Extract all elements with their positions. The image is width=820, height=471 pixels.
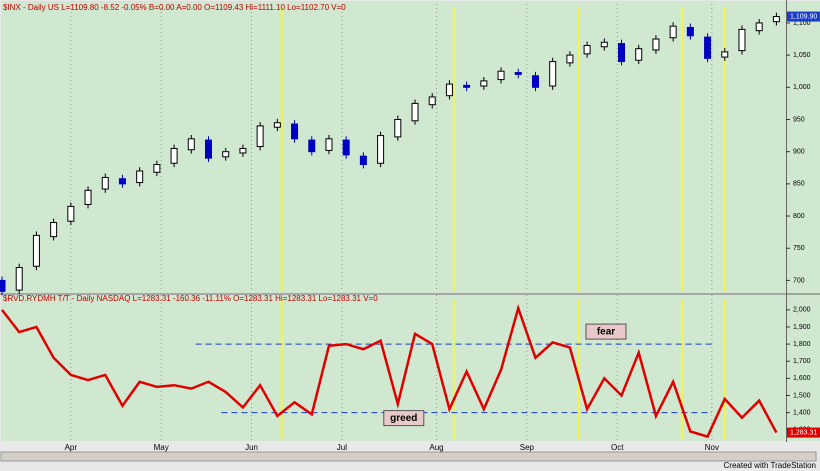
y-tick-label: 1,100 <box>793 20 811 27</box>
candle-body <box>359 155 367 166</box>
candle-body <box>704 36 712 59</box>
y-tick-label: 1,600 <box>793 375 811 382</box>
candle-body <box>652 38 660 51</box>
candle-body <box>0 279 6 292</box>
candle-body <box>445 83 453 97</box>
candle-body <box>497 70 505 81</box>
annotation-box <box>383 410 425 427</box>
candle-body <box>394 118 402 138</box>
candle-body <box>428 96 436 106</box>
candle-body <box>32 234 40 267</box>
annotation: fear <box>597 327 615 338</box>
candle-body <box>583 44 591 55</box>
candle-body <box>514 72 522 75</box>
candle-body <box>772 16 780 23</box>
x-tick-label: Jul <box>337 443 347 452</box>
last-value-box <box>787 11 820 22</box>
annotation: greed <box>390 413 417 424</box>
candle-body <box>170 147 178 164</box>
y-tick-label: 1,400 <box>793 409 811 416</box>
x-tick-label: Oct <box>611 443 624 452</box>
y-tick-label: 1,700 <box>793 358 811 365</box>
last-value-label: 1,283.31 <box>790 429 817 436</box>
candle-body <box>480 80 488 87</box>
candle-body <box>308 139 316 153</box>
y-tick-label: 2,000 <box>793 307 811 314</box>
candle-body <box>239 147 247 154</box>
footer: Created with TradeStation <box>724 461 817 470</box>
candle-body <box>531 75 539 88</box>
y-tick-label: 1,050 <box>793 52 811 59</box>
candle-body <box>222 151 230 158</box>
candle-body <box>738 28 746 52</box>
y-tick-label: 1,800 <box>793 341 811 348</box>
candle-body <box>273 122 281 128</box>
candle-body <box>755 22 763 32</box>
candle-body <box>50 221 58 238</box>
price-panel <box>1 1 786 293</box>
y-tick-label: 850 <box>793 181 805 188</box>
candle-body <box>600 41 608 48</box>
y-tick-label: 950 <box>793 116 805 123</box>
last-value-label: 1,109.90 <box>790 13 817 20</box>
candle-body <box>411 102 419 122</box>
candle-body <box>618 43 626 63</box>
x-tick-label: Sep <box>520 443 535 452</box>
y-tick-label: 1,500 <box>793 392 811 399</box>
line-series <box>1 303 778 439</box>
x-tick-label: May <box>154 443 169 452</box>
candle-body <box>669 25 677 39</box>
y-tick-label: 900 <box>793 149 805 156</box>
last-value-box <box>787 427 820 438</box>
candle-body <box>67 205 75 222</box>
candle-body <box>136 170 144 184</box>
axis-area <box>787 1 820 441</box>
candle-body <box>342 139 350 156</box>
scrollbar[interactable] <box>0 451 817 462</box>
y-tick-label: 800 <box>793 213 805 220</box>
candle-body <box>377 135 385 164</box>
x-tick-label: Jun <box>245 443 258 452</box>
candle-body <box>84 189 92 205</box>
x-tick-label: Apr <box>65 443 78 452</box>
y-tick-label: 1,900 <box>793 324 811 331</box>
candle-body <box>205 139 213 159</box>
candle-body <box>721 51 729 58</box>
candle-body <box>325 138 333 151</box>
candle-body <box>15 267 23 291</box>
x-tick-label: Nov <box>705 443 719 452</box>
x-tick-label: Aug <box>429 443 443 452</box>
candle-body <box>187 138 195 151</box>
candle-body <box>686 26 694 37</box>
candle-body <box>549 61 557 87</box>
candle-body <box>291 123 299 140</box>
candle-body <box>256 125 264 148</box>
indicator-header: $RVD.RYDMH T/T - Daily NASDAQ L=1283.31 … <box>3 294 378 303</box>
candle-body <box>635 48 643 61</box>
candle-body <box>118 178 126 185</box>
candle-body <box>153 164 161 173</box>
y-tick-label: 750 <box>793 245 805 252</box>
y-tick-label: 700 <box>793 277 805 284</box>
candle-body <box>566 54 574 64</box>
annotation-box <box>585 323 627 340</box>
candle-body <box>101 176 109 190</box>
y-tick-label: 1,000 <box>793 84 811 91</box>
candle-body <box>463 84 471 88</box>
price-header: $INX - Daily US L=1109.80 -8.52 -0.05% B… <box>3 3 346 12</box>
